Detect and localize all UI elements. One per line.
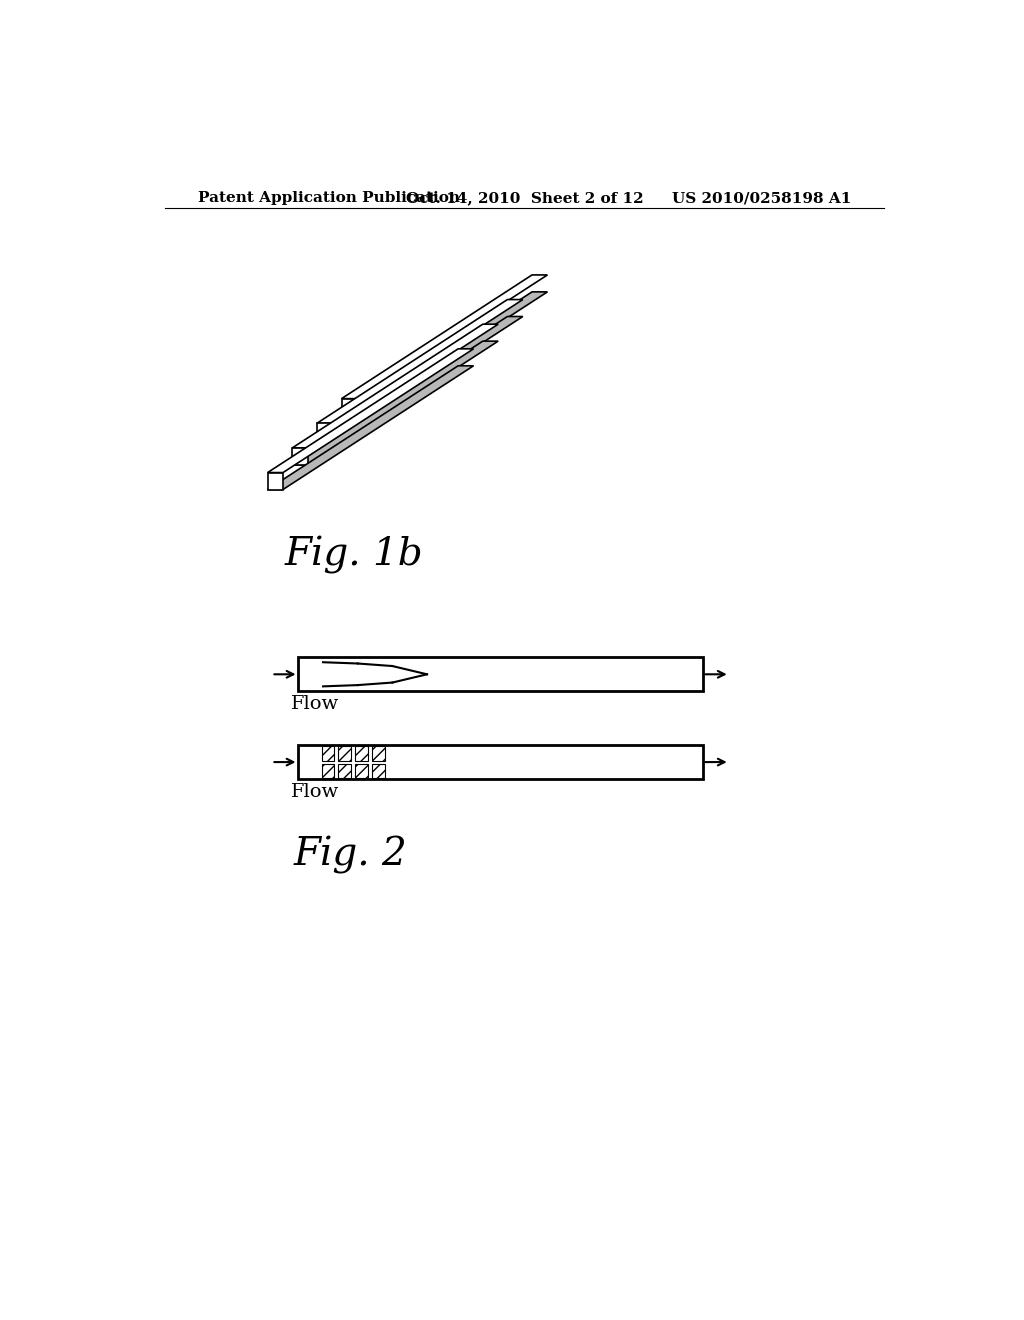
Polygon shape [342, 292, 548, 416]
Bar [355, 763, 368, 777]
Polygon shape [267, 473, 283, 490]
Bar [322, 746, 334, 760]
Text: Fig. 1b: Fig. 1b [285, 536, 423, 574]
Polygon shape [316, 424, 333, 441]
Polygon shape [342, 275, 548, 399]
Polygon shape [292, 325, 498, 447]
Polygon shape [342, 399, 357, 416]
Text: Patent Application Publication: Patent Application Publication [199, 191, 461, 206]
Bar [373, 746, 385, 760]
Bar [355, 746, 368, 760]
Polygon shape [292, 341, 498, 465]
Bar [298, 657, 702, 692]
Bar [339, 746, 351, 760]
Bar [322, 763, 334, 777]
Text: Flow: Flow [291, 783, 339, 801]
Text: Oct. 14, 2010  Sheet 2 of 12: Oct. 14, 2010 Sheet 2 of 12 [406, 191, 644, 206]
Text: Flow: Flow [291, 696, 339, 713]
Text: Fig. 2: Fig. 2 [293, 837, 407, 874]
Polygon shape [267, 348, 473, 473]
Bar [339, 763, 351, 777]
Polygon shape [316, 317, 523, 441]
Bar [373, 763, 385, 777]
Polygon shape [316, 300, 523, 424]
Polygon shape [267, 366, 473, 490]
Polygon shape [292, 447, 307, 465]
Bar [298, 744, 702, 779]
Text: US 2010/0258198 A1: US 2010/0258198 A1 [672, 191, 851, 206]
